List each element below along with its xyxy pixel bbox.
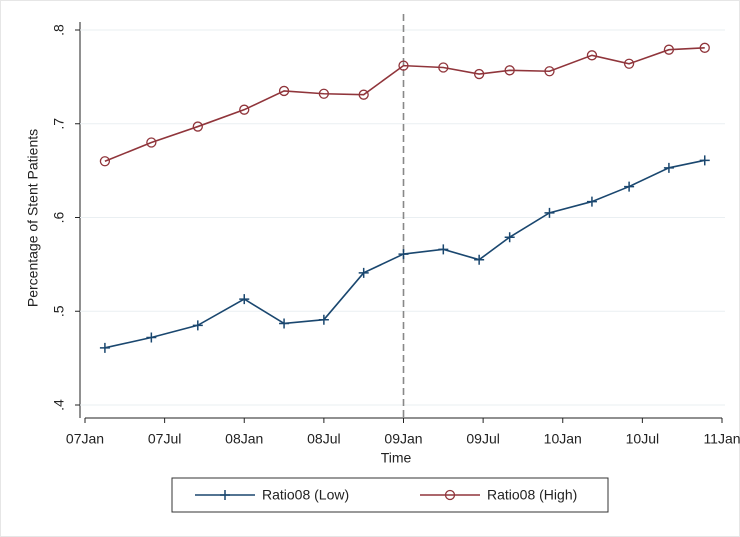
x-tick-label: 08Jan — [225, 431, 263, 447]
marker — [358, 267, 369, 278]
marker — [99, 156, 111, 167]
marker — [474, 254, 485, 265]
x-tick-label: 10Jul — [626, 431, 659, 447]
marker — [239, 104, 250, 115]
marker — [624, 181, 635, 192]
x-tick-label: 08Jul — [307, 431, 340, 447]
x-tick-label: 07Jan — [66, 431, 104, 447]
y-tick-label: .8 — [51, 24, 67, 36]
marker — [99, 342, 110, 353]
y-axis-label: Percentage of Stent Patients — [25, 129, 41, 307]
marker — [239, 294, 250, 305]
x-axis-label: Time — [381, 450, 412, 466]
x-tick-label: 09Jan — [384, 431, 422, 447]
marker — [146, 137, 157, 148]
marker — [699, 42, 710, 53]
x-tick-label: 09Jul — [466, 431, 499, 447]
legend-label: Ratio08 (Low) — [262, 487, 349, 503]
x-tick-label: 11Jan — [703, 431, 740, 447]
x-tick-label: 07Jul — [148, 431, 181, 447]
y-tick-label: .7 — [51, 118, 67, 130]
marker — [504, 232, 515, 243]
series-line — [104, 159, 705, 349]
marker — [544, 66, 555, 77]
marker — [192, 121, 203, 132]
marker — [220, 490, 230, 500]
marker — [278, 85, 290, 97]
series-line — [104, 47, 705, 162]
x-tick-label: 10Jan — [544, 431, 582, 447]
marker — [663, 162, 674, 173]
marker — [398, 60, 409, 71]
marker — [438, 62, 449, 73]
marker — [192, 320, 203, 331]
marker — [586, 50, 598, 61]
marker — [663, 44, 675, 55]
marker — [398, 249, 409, 260]
marker — [146, 332, 157, 343]
legend-label: Ratio08 (High) — [487, 487, 577, 503]
marker — [358, 89, 369, 100]
marker — [279, 318, 290, 329]
marker — [438, 244, 449, 255]
marker — [444, 489, 456, 501]
marker — [318, 314, 329, 325]
marker — [504, 65, 515, 76]
marker — [473, 68, 485, 80]
y-tick-label: .5 — [51, 305, 67, 317]
marker — [544, 207, 555, 218]
marker — [586, 196, 597, 207]
y-tick-label: .4 — [51, 399, 67, 411]
y-tick-label: .6 — [51, 211, 67, 223]
marker — [623, 58, 635, 69]
marker — [318, 88, 330, 99]
marker — [699, 155, 710, 166]
